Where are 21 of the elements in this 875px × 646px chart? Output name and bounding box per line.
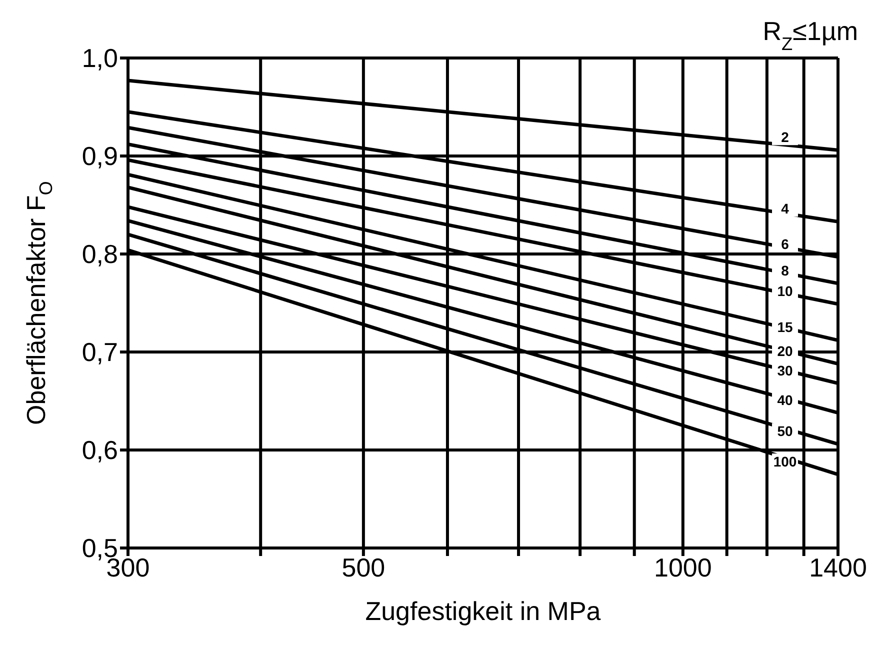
text: R$_{Z}$≤1µm bbox=[762, 16, 858, 54]
series-label: 4 bbox=[781, 200, 790, 217]
x-axis-title: Zugfestigkeit in MPa bbox=[365, 596, 602, 626]
y-tick-label: 0,9 bbox=[82, 141, 118, 172]
y-tick-label: 0,8 bbox=[82, 239, 118, 270]
y-tick-label: 0,6 bbox=[82, 435, 118, 466]
series-label: 40 bbox=[777, 392, 793, 408]
series-label: 8 bbox=[781, 262, 790, 278]
series-label: 50 bbox=[777, 423, 793, 440]
y-tick-label: 0,7 bbox=[82, 337, 118, 368]
series-label: 100 bbox=[773, 454, 797, 470]
series-label: 15 bbox=[777, 319, 793, 336]
x-tick-label: 500 bbox=[342, 552, 386, 582]
series-label: 20 bbox=[777, 342, 793, 359]
series-label: 6 bbox=[781, 236, 790, 252]
y-tick-label: 1,0 bbox=[82, 43, 118, 74]
x-tick-label: 1000 bbox=[654, 552, 712, 582]
series-label: 2 bbox=[781, 129, 790, 146]
x-tick-label: 1400 bbox=[809, 552, 867, 582]
series-label: 10 bbox=[777, 282, 793, 299]
series-label: 30 bbox=[777, 362, 793, 378]
